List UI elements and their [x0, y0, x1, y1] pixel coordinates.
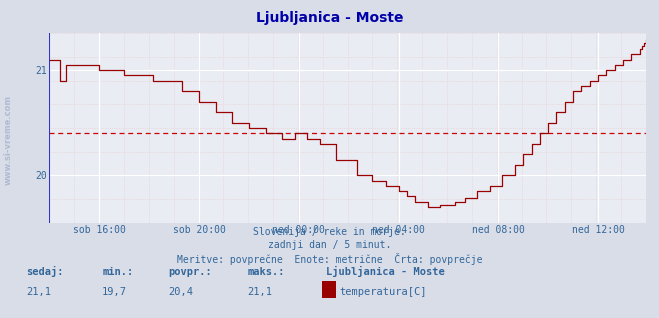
- Text: Slovenija / reke in morje.: Slovenija / reke in morje.: [253, 227, 406, 237]
- Text: min.:: min.:: [102, 267, 133, 277]
- Text: Ljubljanica - Moste: Ljubljanica - Moste: [326, 266, 445, 277]
- Text: Meritve: povprečne  Enote: metrične  Črta: povprečje: Meritve: povprečne Enote: metrične Črta:…: [177, 253, 482, 265]
- Text: 21,1: 21,1: [26, 287, 51, 297]
- Text: 19,7: 19,7: [102, 287, 127, 297]
- Text: sedaj:: sedaj:: [26, 266, 64, 277]
- Text: 20,4: 20,4: [168, 287, 193, 297]
- Text: www.si-vreme.com: www.si-vreme.com: [3, 95, 13, 185]
- Text: temperatura[C]: temperatura[C]: [339, 287, 427, 297]
- Text: maks.:: maks.:: [247, 267, 285, 277]
- Text: povpr.:: povpr.:: [168, 267, 212, 277]
- Text: zadnji dan / 5 minut.: zadnji dan / 5 minut.: [268, 240, 391, 250]
- Text: Ljubljanica - Moste: Ljubljanica - Moste: [256, 11, 403, 25]
- Text: 21,1: 21,1: [247, 287, 272, 297]
